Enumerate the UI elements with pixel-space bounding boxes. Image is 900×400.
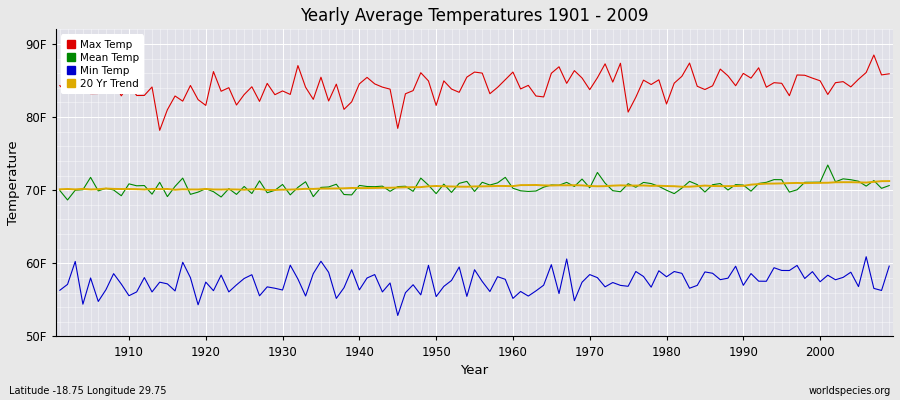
Y-axis label: Temperature: Temperature xyxy=(7,140,20,225)
Title: Yearly Average Temperatures 1901 - 2009: Yearly Average Temperatures 1901 - 2009 xyxy=(301,7,649,25)
X-axis label: Year: Year xyxy=(461,364,489,377)
Text: worldspecies.org: worldspecies.org xyxy=(809,386,891,396)
Legend: Max Temp, Mean Temp, Min Temp, 20 Yr Trend: Max Temp, Mean Temp, Min Temp, 20 Yr Tre… xyxy=(61,34,144,94)
Text: Latitude -18.75 Longitude 29.75: Latitude -18.75 Longitude 29.75 xyxy=(9,386,166,396)
